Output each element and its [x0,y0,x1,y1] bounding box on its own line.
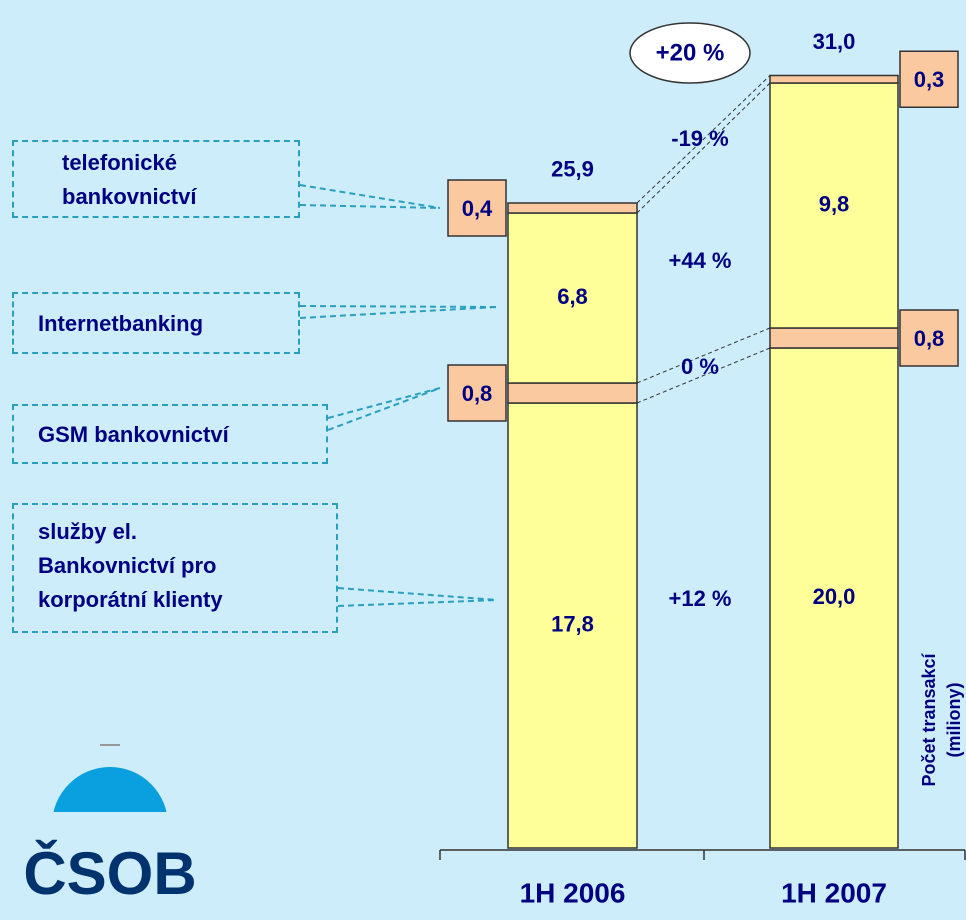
bar-segment [507,402,638,849]
bar-segment [769,74,899,84]
logo-text: ČSOB [23,840,196,907]
value-label: 0,8 [914,326,945,351]
bar-segment [507,382,638,404]
bar-segment [507,202,638,214]
change-label: -19 % [671,126,728,151]
bar-segment [769,327,899,349]
x-axis-ticks [439,850,966,860]
bar-segment [769,82,899,329]
value-label-box [447,179,507,237]
value-label: 0,3 [914,67,945,92]
change-label: 0 % [681,354,719,379]
value-label: 20,0 [813,584,856,609]
change-connector [636,327,771,384]
bar-segment [507,212,638,384]
y-axis-label: Počet transakcí [919,652,939,786]
total-change-bubble [629,22,751,84]
legend-entry: telefonické bankovnictví [12,140,300,218]
bar-segment [769,347,899,849]
total-label: 31,0 [813,29,856,54]
logo: ČSOB [23,744,197,907]
value-label: 17,8 [551,611,594,636]
x-tick-label: 1H 2007 [781,877,887,908]
total-label: 25,9 [551,156,594,181]
change-connector [636,82,771,214]
value-label-box [899,309,959,367]
legend-connectors [299,184,498,607]
value-label-box [447,364,507,422]
legend-entry: GSM bankovnictví [12,404,328,464]
change-connector [636,75,771,204]
value-label: 0,8 [462,381,493,406]
value-label: 9,8 [819,191,850,216]
x-tick-label: 1H 2006 [520,877,626,908]
change-label: +44 % [669,248,732,273]
y-axis-unit: (miliony) [944,682,964,757]
change-label: +12 % [669,586,732,611]
legend-entry: služby el. Bankovnictví pro korporátní k… [12,503,338,633]
total-change: +20 % [656,39,725,66]
value-label: 6,8 [557,284,588,309]
legend-entry: Internetbanking [12,292,300,354]
value-label: 0,4 [462,196,493,221]
value-label-box [899,50,959,108]
change-connector [636,347,771,404]
